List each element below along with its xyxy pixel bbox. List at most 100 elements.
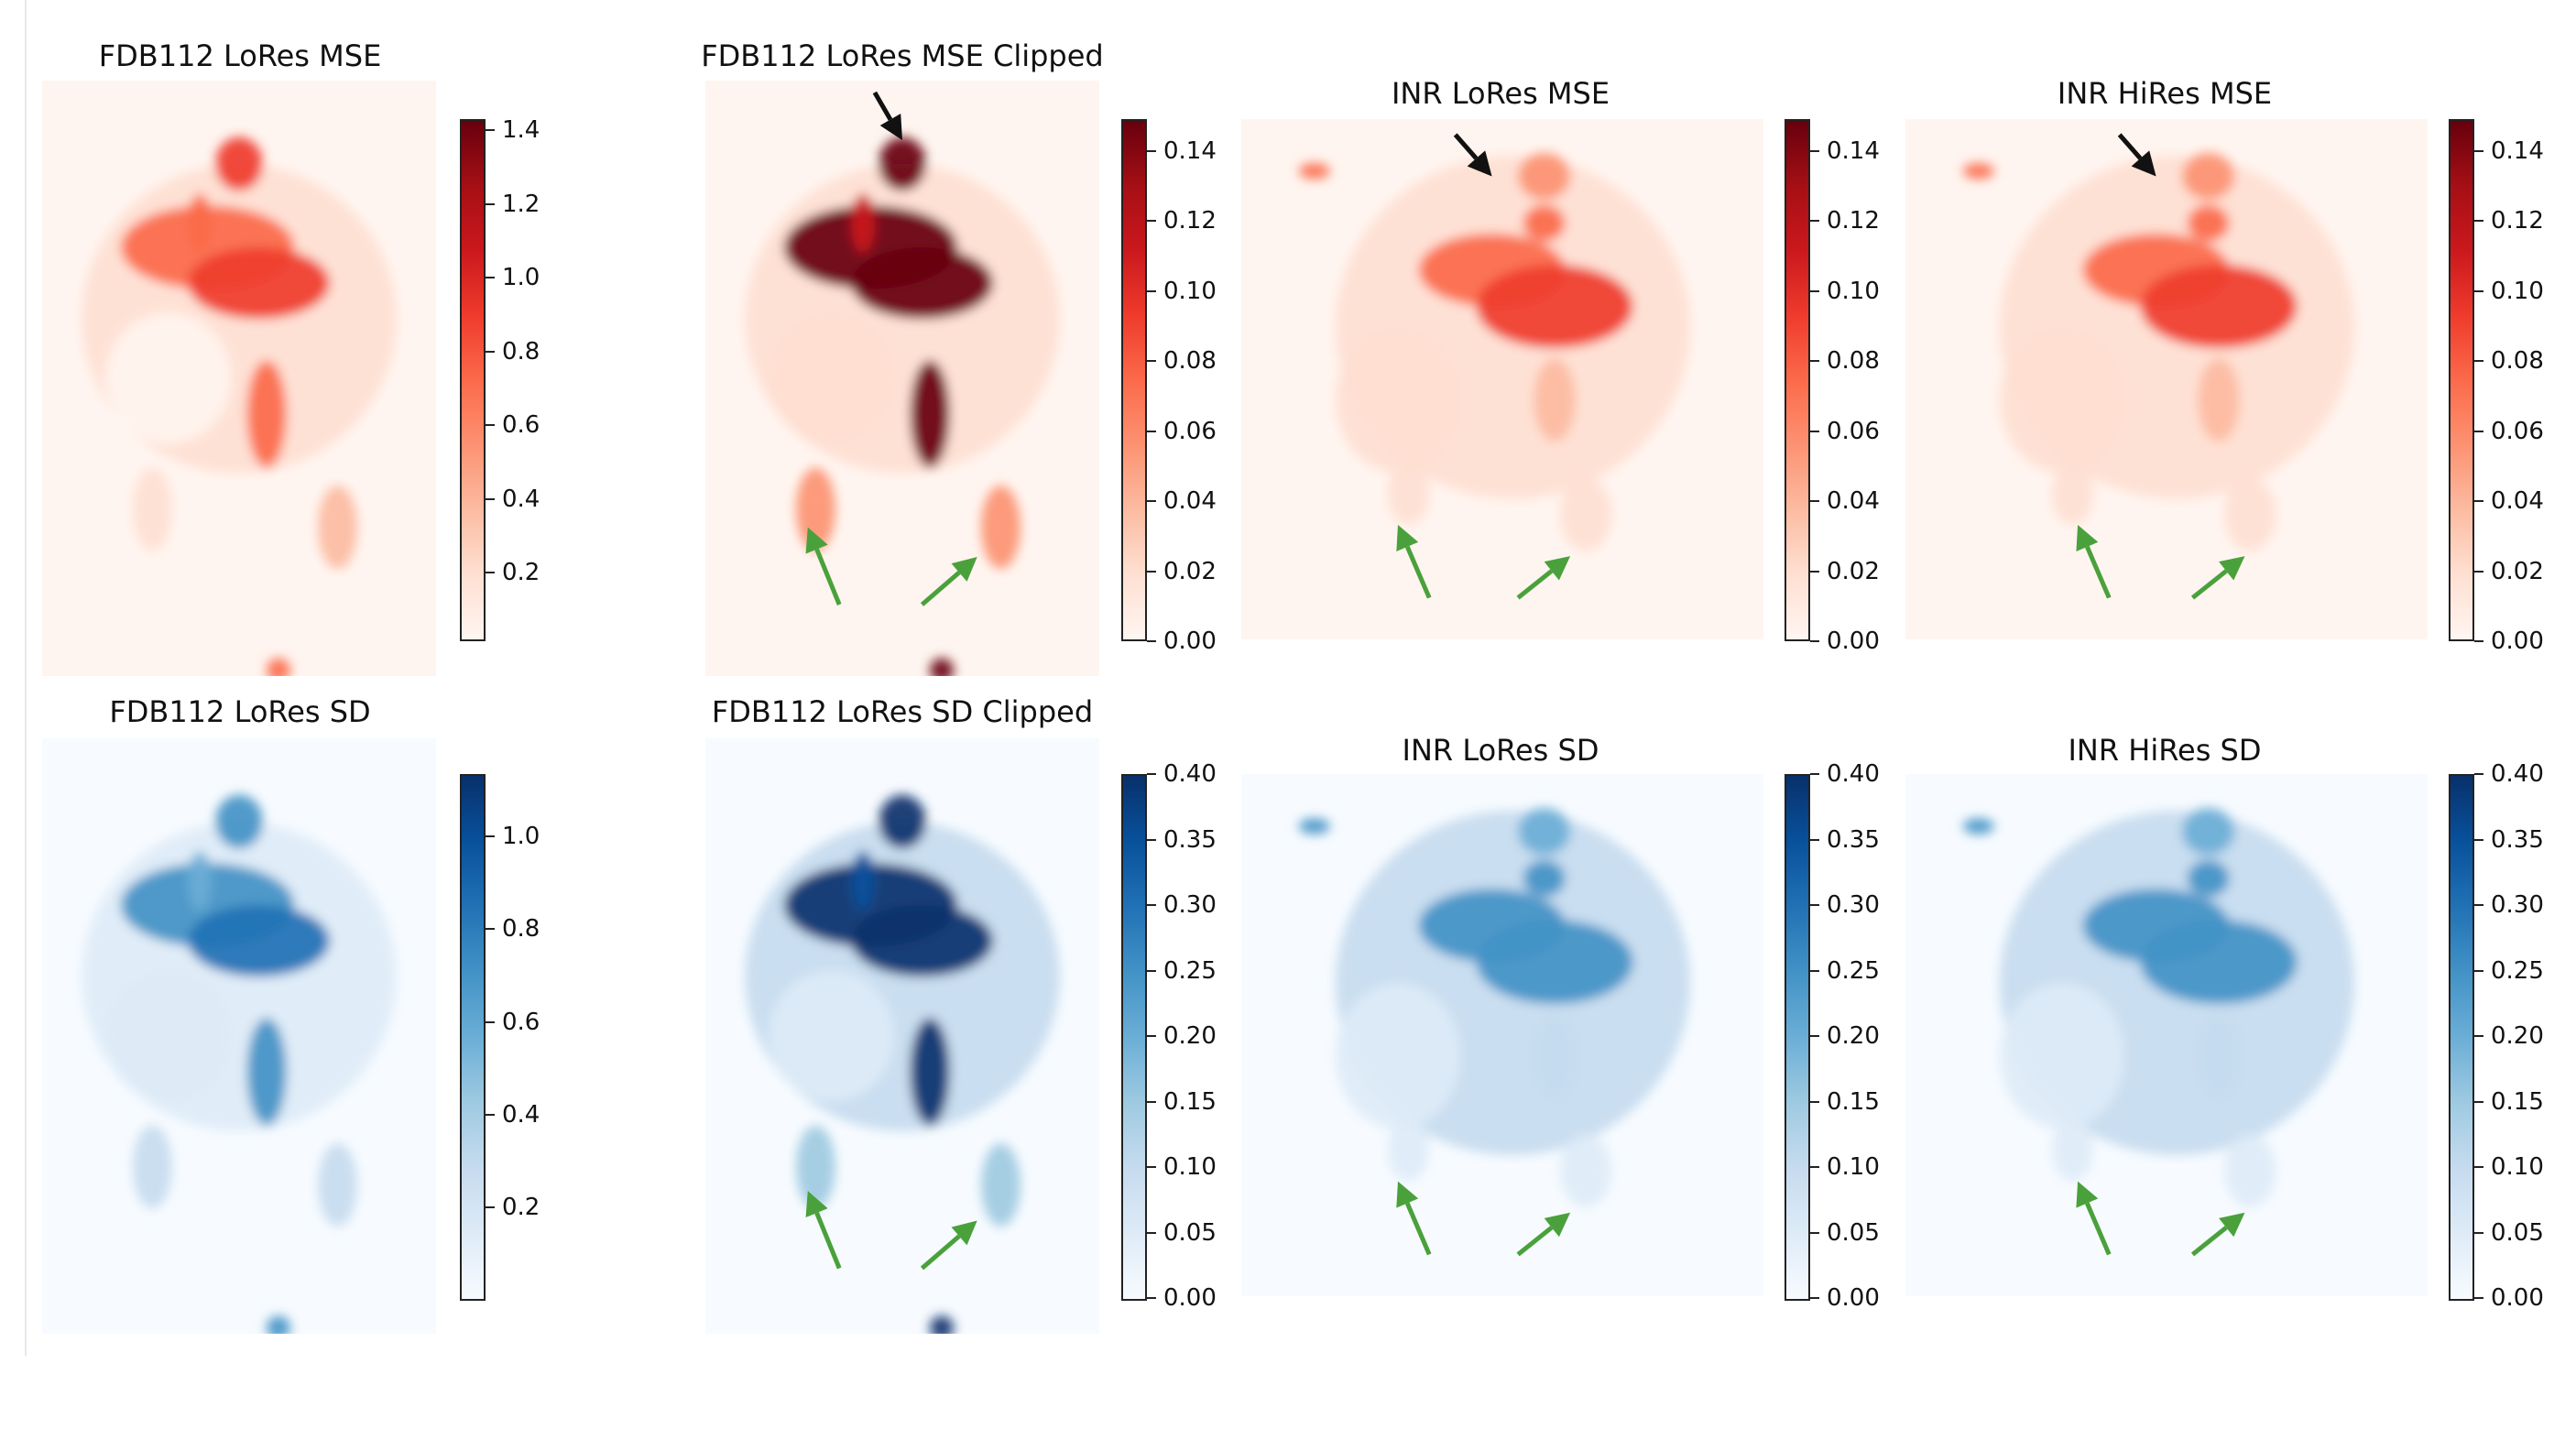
organ-blob-5: [2187, 860, 2230, 897]
colorbar-tick-label: 0.2: [502, 1194, 540, 1221]
organ-blob-6: [246, 1018, 287, 1126]
colorbar-tick-label: 0.00: [1163, 1284, 1217, 1312]
colorbar-tick-label: 0.8: [502, 915, 540, 944]
colorbar-tick: [2474, 430, 2483, 432]
colorbar-tick-label: 0.08: [1163, 347, 1217, 376]
organ-blob-7: [795, 1125, 835, 1209]
colorbar-tick-label: 0.6: [502, 411, 540, 439]
colorbar-tick-label: 0.04: [2491, 487, 2544, 516]
organ-blob-7: [2051, 1118, 2094, 1182]
organ-blob-4: [188, 905, 330, 976]
green-arrow-0: [1396, 525, 1432, 599]
panel-title: FDB112 LoRes MSE: [98, 38, 382, 73]
colorbar: [2449, 119, 2474, 641]
colorbar-tick: [486, 572, 495, 573]
colorbar-tick-label: 0.35: [1827, 825, 1880, 854]
organ-blobs: [1298, 808, 1691, 1208]
colorbar-tick-label: 0.30: [1163, 891, 1217, 919]
heatmap-image: [1241, 119, 1763, 639]
organ-blob-6: [2198, 1014, 2240, 1098]
colorbar-tick: [486, 277, 495, 278]
organ-blob-4: [2140, 920, 2298, 1004]
organ-blob-8: [1559, 1134, 1612, 1208]
colorbar-tick: [1810, 969, 1819, 972]
colorbar-tick-label: 1.0: [502, 823, 540, 850]
colorbar-tick: [2474, 1035, 2483, 1037]
colorbar-tick: [1147, 1100, 1156, 1103]
colorbar-tick: [486, 1113, 495, 1116]
panel-title: INR LoRes MSE: [1391, 76, 1610, 111]
organ-blob-8: [2223, 477, 2276, 551]
colorbar-tick: [1810, 1297, 1819, 1299]
organ-blob-4: [1476, 265, 1633, 348]
organ-blob-9: [1962, 818, 1994, 835]
organ-blob-2: [215, 794, 263, 849]
colorbar-tick-label: 0.04: [1163, 487, 1217, 516]
colorbar-tick: [1810, 150, 1819, 152]
organ-blob-8: [981, 1143, 1021, 1227]
colorbar-tick: [2474, 773, 2483, 775]
black-arrow: [2117, 133, 2156, 177]
colorbar-tick-label: 0.8: [502, 337, 540, 365]
panel-title: FDB112 LoRes SD: [109, 694, 371, 729]
colorbar-tick-label: 0.06: [1827, 417, 1880, 445]
organ-blob-2: [1518, 808, 1571, 856]
organ-blob-2: [2182, 808, 2235, 856]
organ-blob-7: [132, 467, 172, 551]
colorbar-tick: [1810, 773, 1819, 775]
colorbar-tick: [1810, 430, 1819, 432]
organ-blob-1: [1999, 327, 2125, 474]
organ-blob-9: [930, 1315, 954, 1334]
panel-title: FDB112 LoRes SD Clipped: [711, 694, 1094, 729]
colorbar-tick: [2474, 360, 2483, 363]
colorbar-tick: [1810, 220, 1819, 223]
organ-blob-5: [851, 193, 875, 254]
green-arrow-1: [920, 557, 977, 606]
colorbar-tick-label: 0.00: [1163, 627, 1217, 655]
organ-blob-6: [910, 360, 950, 468]
organ-blob-9: [1298, 163, 1330, 180]
colorbar-tick: [1810, 570, 1819, 573]
colorbar-tick-label: 0.25: [2491, 956, 2544, 985]
colorbar-tick-label: 0.10: [1827, 1153, 1880, 1181]
colorbar-tick-label: 0.10: [1827, 277, 1880, 305]
organ-blob-4: [1476, 920, 1633, 1004]
colorbar-tick-label: 0.35: [2491, 825, 2544, 854]
green-arrow-1: [920, 1220, 977, 1271]
colorbar-tick-label: 0.15: [1163, 1087, 1217, 1116]
colorbar: [460, 119, 486, 641]
colorbar-tick: [1147, 570, 1156, 573]
colorbar-tick-label: 0.40: [1827, 760, 1880, 788]
organ-blob-5: [851, 851, 875, 911]
organ-blob-4: [851, 905, 993, 976]
organ-blob-7: [132, 1125, 172, 1209]
green-arrow-1: [1516, 556, 1571, 600]
organ-blobs: [1962, 808, 2355, 1208]
colorbar-tick: [1147, 969, 1156, 972]
colorbar-tick-label: 1.2: [502, 190, 540, 218]
colorbar-tick-label: 0.05: [1163, 1218, 1217, 1247]
colorbar-tick: [486, 1020, 495, 1023]
colorbar-tick-label: 0.25: [1827, 956, 1880, 985]
colorbar-tick: [486, 835, 495, 837]
organ-blob-4: [188, 247, 330, 319]
colorbar-tick: [1147, 1035, 1156, 1037]
heatmap-image: [705, 81, 1099, 676]
colorbar-tick: [1810, 838, 1819, 841]
colorbar-tick: [2474, 1297, 2483, 1299]
black-arrow: [1453, 133, 1492, 177]
colorbar-tick-label: 0.00: [2491, 1284, 2544, 1312]
colorbar-tick-label: 0.30: [2491, 891, 2544, 919]
organ-blob-1: [768, 970, 895, 1102]
organ-blob-6: [910, 1018, 950, 1126]
colorbar-tick: [1810, 500, 1819, 503]
colorbar-tick-label: 0.12: [1163, 207, 1217, 235]
organ-blob-6: [1534, 358, 1576, 442]
colorbar-tick-label: 0.30: [1827, 891, 1880, 919]
organ-blobs: [1962, 152, 2355, 551]
colorbar-tick: [1810, 640, 1819, 642]
colorbar-tick-label: 0.12: [1827, 207, 1880, 235]
organ-blob-5: [1523, 204, 1566, 242]
colorbar-tick-label: 0.02: [2491, 557, 2544, 585]
colorbar-tick: [1147, 640, 1156, 642]
